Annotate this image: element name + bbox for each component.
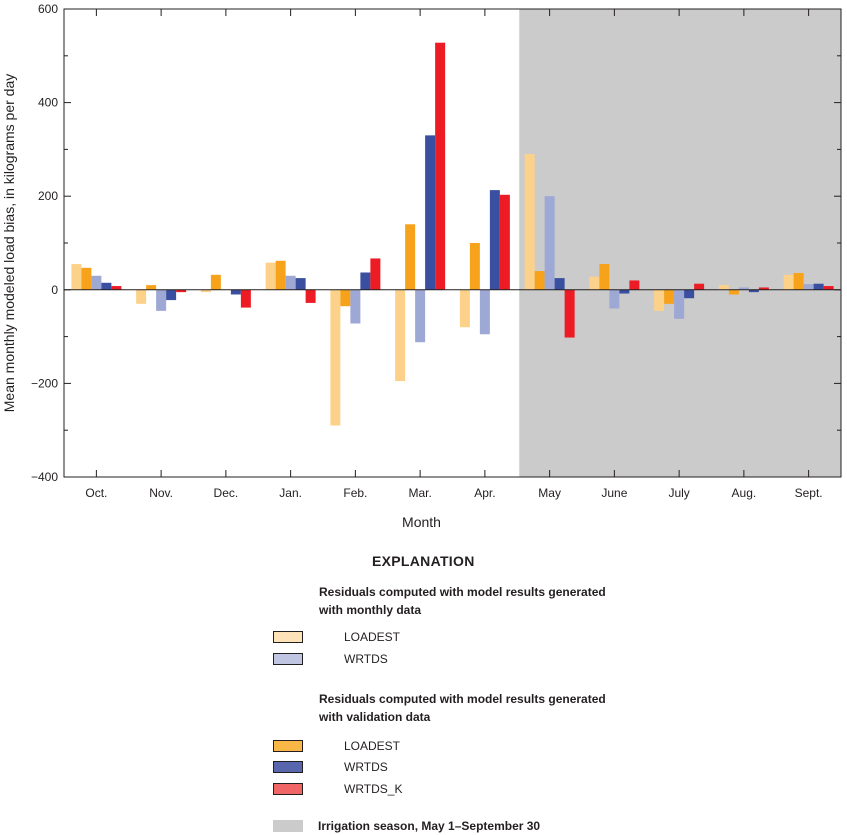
bar-wrtds-k-validation-data-july bbox=[694, 283, 705, 290]
x-tick-label: Apr. bbox=[474, 486, 495, 500]
bar-loadest-monthly-data-sept bbox=[783, 274, 794, 290]
bar-loadest-validation-data-june bbox=[599, 264, 610, 290]
bar-wrtds-validation-data-sept bbox=[813, 283, 824, 290]
bar-loadest-validation-data-dec bbox=[210, 274, 221, 290]
bar-wrtds-monthly-data-may bbox=[544, 196, 555, 290]
bar-wrtds-k-validation-data-mar bbox=[435, 42, 446, 290]
x-tick-label: July bbox=[668, 486, 689, 500]
x-tick-label: Jan. bbox=[279, 486, 302, 500]
bar-loadest-validation-data-july bbox=[664, 289, 675, 304]
y-tick-label: 200 bbox=[38, 189, 58, 203]
x-axis: Oct. Nov. Dec. Jan. Feb. Mar. Apr. May June July A… bbox=[85, 9, 823, 500]
x-tick-label: Nov. bbox=[149, 486, 173, 500]
x-tick-label: Dec. bbox=[214, 486, 239, 500]
bar-wrtds-k-validation-data-may bbox=[564, 289, 575, 338]
bar-wrtds-validation-data-jan bbox=[295, 278, 306, 290]
x-tick-label: Mar. bbox=[408, 486, 431, 500]
bar-loadest-monthly-data-feb bbox=[330, 289, 341, 426]
x-tick-label: Oct. bbox=[85, 486, 107, 500]
bars-group bbox=[71, 42, 834, 426]
bar-loadest-validation-data-apr bbox=[469, 243, 480, 290]
bar-loadest-monthly-data-nov bbox=[136, 289, 147, 304]
bar-loadest-monthly-data-apr bbox=[459, 289, 470, 328]
x-tick-label: May bbox=[538, 486, 561, 500]
bar-loadest-validation-data-aug bbox=[728, 289, 739, 295]
bar-wrtds-monthly-data-june bbox=[609, 289, 620, 309]
bar-loadest-validation-data-sept bbox=[793, 272, 804, 290]
bar-wrtds-monthly-data-jan bbox=[285, 275, 296, 290]
bar-wrtds-monthly-data-mar bbox=[415, 289, 426, 343]
x-tick-label: June bbox=[601, 486, 627, 500]
bar-loadest-monthly-data-mar bbox=[395, 289, 406, 382]
bar-loadest-validation-data-jan bbox=[275, 260, 286, 290]
bar-wrtds-validation-data-oct bbox=[101, 282, 112, 290]
y-tick-label: −400 bbox=[31, 470, 58, 484]
bar-wrtds-validation-data-may bbox=[554, 278, 565, 290]
bar-loadest-monthly-data-aug bbox=[718, 285, 729, 290]
bar-loadest-validation-data-feb bbox=[340, 289, 351, 307]
bar-wrtds-k-validation-data-jan bbox=[305, 289, 316, 303]
bar-wrtds-k-validation-data-aug bbox=[758, 287, 769, 290]
bar-wrtds-k-validation-data-sept bbox=[823, 286, 834, 290]
bar-wrtds-monthly-data-july bbox=[674, 289, 685, 319]
bar-loadest-validation-data-mar bbox=[405, 224, 416, 290]
bar-wrtds-monthly-data-oct bbox=[91, 275, 102, 290]
bar-loadest-validation-data-nov bbox=[146, 285, 157, 290]
x-tick-label: Feb. bbox=[343, 486, 367, 500]
y-tick-label: 400 bbox=[38, 96, 58, 110]
y-axis: −400 −200 0 200 400 600 bbox=[31, 2, 841, 484]
bar-wrtds-validation-data-june bbox=[619, 289, 630, 294]
bar-loadest-validation-data-oct bbox=[81, 267, 92, 290]
bar-wrtds-k-validation-data-nov bbox=[176, 289, 187, 293]
x-tick-label: Aug. bbox=[732, 486, 757, 500]
bar-wrtds-k-validation-data-june bbox=[629, 280, 640, 290]
bar-loadest-monthly-data-oct bbox=[71, 264, 82, 290]
y-tick-label: 600 bbox=[38, 2, 58, 16]
bar-wrtds-monthly-data-feb bbox=[350, 289, 361, 324]
bar-loadest-monthly-data-jan bbox=[265, 262, 276, 290]
bar-wrtds-validation-data-july bbox=[684, 289, 695, 299]
bar-loadest-monthly-data-july bbox=[654, 289, 665, 311]
y-tick-label: −200 bbox=[31, 376, 58, 390]
bar-wrtds-validation-data-apr bbox=[489, 190, 500, 290]
bar-wrtds-monthly-data-aug bbox=[738, 287, 749, 290]
bar-wrtds-k-validation-data-oct bbox=[111, 286, 122, 290]
irrigation-season-shading bbox=[519, 9, 841, 477]
bar-loadest-monthly-data-june bbox=[589, 276, 600, 290]
bar-wrtds-k-validation-data-dec bbox=[240, 289, 251, 308]
bar-wrtds-validation-data-feb bbox=[360, 272, 371, 290]
bar-wrtds-k-validation-data-feb bbox=[370, 258, 381, 290]
bar-wrtds-k-validation-data-apr bbox=[499, 194, 510, 290]
bar-loadest-monthly-data-may bbox=[524, 154, 535, 290]
bar-wrtds-monthly-data-sept bbox=[803, 284, 814, 290]
y-axis-label: Mean monthly modeled load bias, in kilog… bbox=[1, 74, 17, 413]
bar-wrtds-monthly-data-nov bbox=[156, 289, 167, 311]
bar-wrtds-monthly-data-apr bbox=[479, 289, 490, 335]
bar-loadest-monthly-data-dec bbox=[200, 289, 211, 293]
y-tick-label: 0 bbox=[51, 283, 58, 297]
x-axis-label: Month bbox=[402, 514, 441, 530]
bar-wrtds-validation-data-dec bbox=[230, 289, 241, 295]
bar-wrtds-validation-data-nov bbox=[166, 289, 177, 301]
bar-wrtds-validation-data-aug bbox=[748, 289, 759, 293]
bar-wrtds-validation-data-mar bbox=[425, 135, 436, 290]
x-tick-label: Sept. bbox=[795, 486, 823, 500]
bar-loadest-validation-data-may bbox=[534, 271, 545, 290]
